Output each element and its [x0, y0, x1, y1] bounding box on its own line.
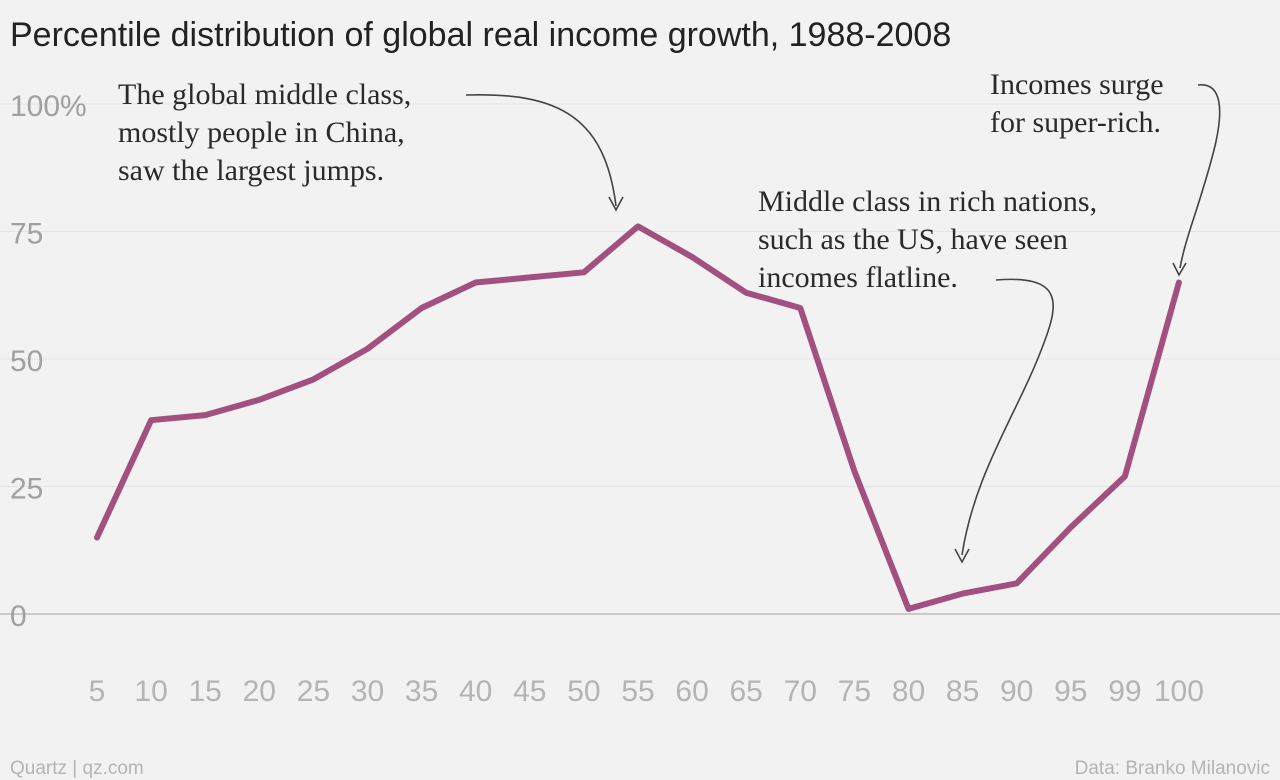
annotation-arrow-flatline — [961, 278, 1054, 556]
x-tick-label: 15 — [189, 675, 222, 708]
chart-title: Percentile distribution of global real i… — [10, 16, 951, 54]
x-tick-label: 10 — [134, 675, 167, 708]
y-tick-label: 0 — [10, 600, 27, 633]
annotation-line: saw the largest jumps. — [118, 154, 384, 187]
annotation-line: Incomes surge — [990, 68, 1164, 101]
x-tick-label: 20 — [243, 675, 276, 708]
x-tick-label: 5 — [89, 675, 106, 708]
annotation-line: The global middle class, — [118, 78, 411, 111]
x-tick-label: 35 — [405, 675, 438, 708]
grid-layer — [0, 103, 1280, 615]
x-tick-label: 25 — [297, 675, 330, 708]
x-tick-label: 70 — [784, 675, 817, 708]
annotation-arrow-china — [465, 93, 617, 207]
y-tick-label: 50 — [10, 345, 43, 378]
annotation-arrowhead-super-rich — [1172, 262, 1187, 277]
annotation-line: such as the US, have seen — [758, 223, 1068, 256]
x-axis-ticks: 5 10 15 20 25 30 35 40 45 50 55 60 65 70 75 80 85 90 95 99 1… — [89, 675, 1204, 708]
y-tick-label: 100% — [10, 90, 87, 123]
annotation-line: for super-rich. — [990, 106, 1161, 139]
x-tick-label: 80 — [892, 675, 925, 708]
y-tick-label: 25 — [10, 473, 43, 506]
y-axis-ticks: 0 25 50 75 100% — [10, 90, 87, 633]
series-layer — [94, 223, 1182, 612]
annotation-arrowhead-china — [608, 196, 624, 212]
annotations: The global middle class, mostly people i… — [118, 68, 1221, 564]
x-tick-label: 45 — [513, 675, 546, 708]
x-tick-label: 95 — [1054, 675, 1087, 708]
y-tick-label: 75 — [10, 218, 43, 251]
annotation-arrow-super-rich — [1179, 84, 1221, 269]
x-tick-label: 40 — [459, 675, 492, 708]
x-tick-label: 50 — [567, 675, 600, 708]
annotation-arrowhead-flatline — [954, 548, 970, 564]
x-tick-label: 30 — [351, 675, 384, 708]
annotation-line: incomes flatline. — [758, 261, 958, 294]
x-tick-label: 90 — [1000, 675, 1033, 708]
x-tick-label: 100 — [1154, 675, 1204, 708]
x-tick-label: 65 — [730, 675, 763, 708]
x-tick-label: 75 — [838, 675, 871, 708]
x-tick-label: 60 — [675, 675, 708, 708]
annotation-line: Middle class in rich nations, — [758, 185, 1097, 218]
x-tick-label: 55 — [621, 675, 654, 708]
annotation-super-rich: Incomes surge for super-rich. — [990, 68, 1171, 139]
footer-source-left: Quartz | qz.com — [10, 758, 144, 779]
footer-source-right: Data: Branko Milanovic — [1075, 758, 1270, 779]
annotation-line: mostly people in China, — [118, 116, 405, 149]
x-tick-label: 99 — [1108, 675, 1141, 708]
x-tick-label: 85 — [946, 675, 979, 708]
annotation-middle-class-china: The global middle class, mostly people i… — [118, 78, 419, 187]
annotation-rich-nations-flatline: Middle class in rich nations, such as th… — [758, 185, 1105, 294]
series-line — [94, 223, 1182, 612]
